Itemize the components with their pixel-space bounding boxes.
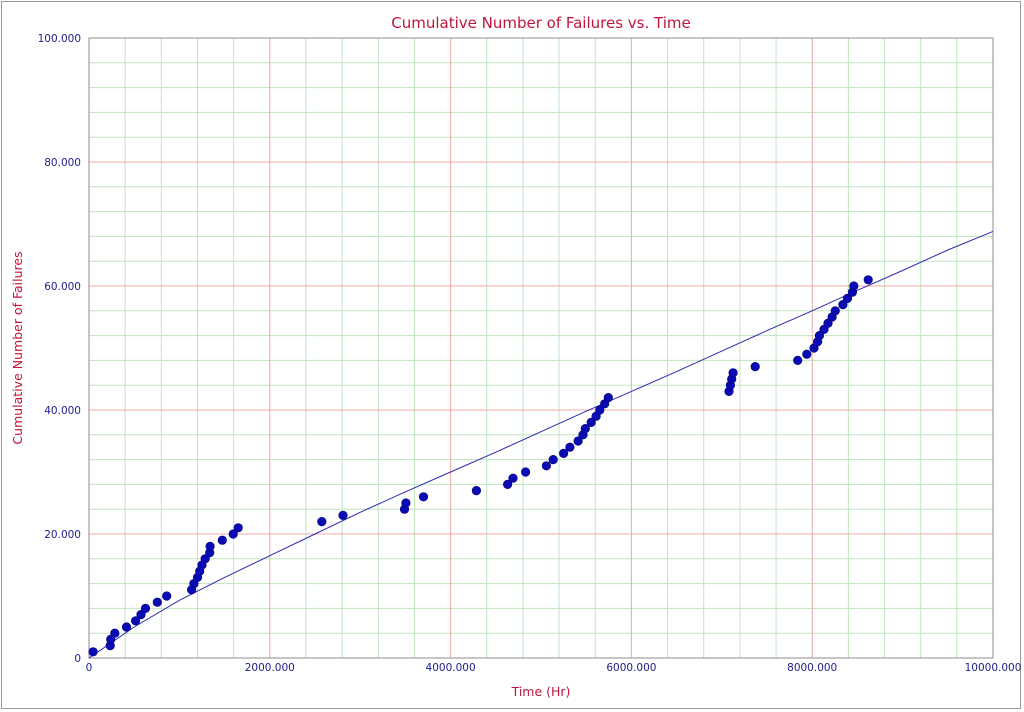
x-tick-label: 2000.000 xyxy=(245,662,295,674)
data-point xyxy=(573,436,583,446)
data-point xyxy=(162,591,172,601)
data-point xyxy=(136,609,146,620)
data-point xyxy=(793,355,803,366)
data-point xyxy=(520,467,531,477)
y-tick-label: 20.000 xyxy=(44,529,81,541)
data-point xyxy=(140,603,151,614)
data-point xyxy=(217,535,227,545)
data-point xyxy=(565,442,575,452)
data-point xyxy=(233,523,243,533)
data-point xyxy=(88,647,98,657)
data-point xyxy=(814,331,825,341)
x-tick-label: 8000.000 xyxy=(787,662,837,674)
data-point xyxy=(750,362,760,372)
data-point xyxy=(110,628,120,638)
x-tick-label: 4000.000 xyxy=(426,662,476,674)
data-point xyxy=(595,405,605,415)
data-point xyxy=(728,368,738,378)
fit-line-group xyxy=(88,230,994,659)
plot-area-border xyxy=(88,37,994,659)
x-tick-label: 6000.000 xyxy=(606,662,656,674)
data-point xyxy=(418,492,429,502)
data-point xyxy=(503,479,513,490)
data-point xyxy=(200,554,210,564)
y-tick-label: 100.000 xyxy=(38,33,81,45)
chart-title: Cumulative Number of Failures vs. Time xyxy=(391,14,691,32)
data-point xyxy=(838,300,848,310)
major-gridlines xyxy=(89,38,993,658)
data-point xyxy=(338,510,348,521)
y-axis-label: Cumulative Number of Failures xyxy=(10,251,25,444)
data-point xyxy=(802,349,812,359)
data-point xyxy=(401,498,411,508)
data-point xyxy=(603,393,613,403)
data-point xyxy=(842,293,853,304)
x-axis-label: Time (Hr) xyxy=(511,684,571,699)
x-tick-label: 10000.000 xyxy=(965,662,1022,674)
data-point xyxy=(121,622,132,632)
data-point xyxy=(131,616,141,626)
fit-line xyxy=(88,230,994,659)
y-tick-label: 80.000 xyxy=(44,157,81,169)
data-point xyxy=(548,455,558,465)
data-point xyxy=(863,275,873,285)
data-point xyxy=(541,461,552,471)
data-point xyxy=(508,473,518,483)
data-point xyxy=(849,281,859,291)
tick-labels: 0 2000.000 4000.000 6000.000 8000.000 10000.0… xyxy=(38,33,1022,674)
x-tick-label: 0 xyxy=(86,662,93,674)
data-point xyxy=(317,516,327,527)
data-point xyxy=(471,486,482,496)
data-points xyxy=(88,275,873,657)
data-point xyxy=(830,306,840,316)
data-point xyxy=(228,529,238,539)
y-tick-label: 60.000 xyxy=(44,281,81,293)
data-point xyxy=(586,417,596,428)
data-point xyxy=(205,541,215,552)
data-point xyxy=(152,597,162,607)
minor-gridlines xyxy=(89,38,993,658)
data-point xyxy=(580,424,590,434)
y-tick-label: 40.000 xyxy=(44,405,81,417)
y-tick-label: 0 xyxy=(74,653,81,665)
data-point xyxy=(558,448,569,459)
